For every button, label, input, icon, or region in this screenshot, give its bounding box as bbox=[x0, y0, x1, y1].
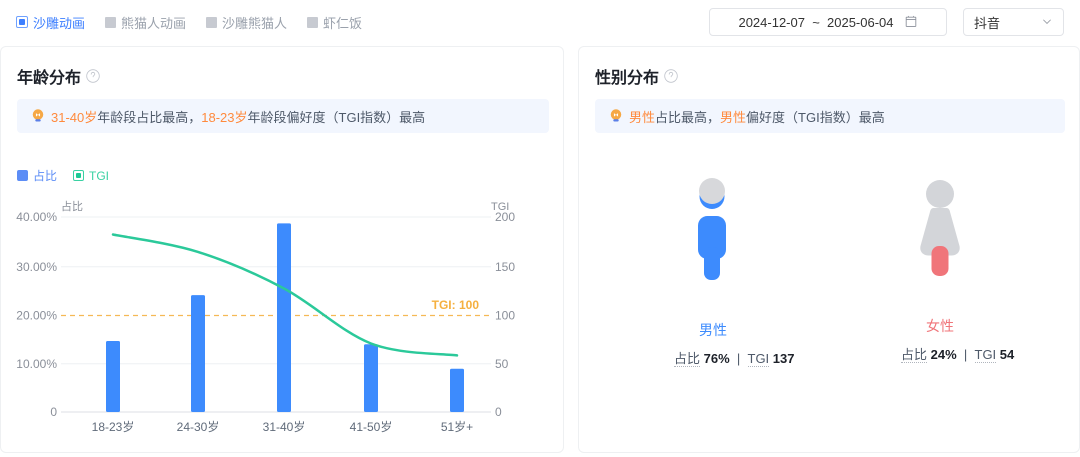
svg-text:18-23岁: 18-23岁 bbox=[92, 419, 135, 434]
svg-text:24-30岁: 24-30岁 bbox=[177, 419, 220, 434]
svg-text:TGI: 100: TGI: 100 bbox=[432, 298, 480, 312]
svg-text:31-40岁: 31-40岁 bbox=[263, 419, 306, 434]
svg-text:0: 0 bbox=[50, 405, 57, 419]
svg-text:30.00%: 30.00% bbox=[16, 260, 57, 274]
svg-text:占比: 占比 bbox=[61, 199, 83, 213]
svg-text:200: 200 bbox=[495, 210, 515, 224]
svg-text:100: 100 bbox=[495, 309, 515, 323]
svg-text:40.00%: 40.00% bbox=[16, 210, 57, 224]
svg-text:150: 150 bbox=[495, 260, 515, 274]
svg-text:51岁+: 51岁+ bbox=[441, 419, 473, 434]
svg-text:41-50岁: 41-50岁 bbox=[350, 419, 393, 434]
svg-text:50: 50 bbox=[495, 357, 509, 371]
svg-text:10.00%: 10.00% bbox=[16, 357, 57, 371]
svg-text:20.00%: 20.00% bbox=[16, 309, 57, 323]
svg-text:0: 0 bbox=[495, 405, 502, 419]
